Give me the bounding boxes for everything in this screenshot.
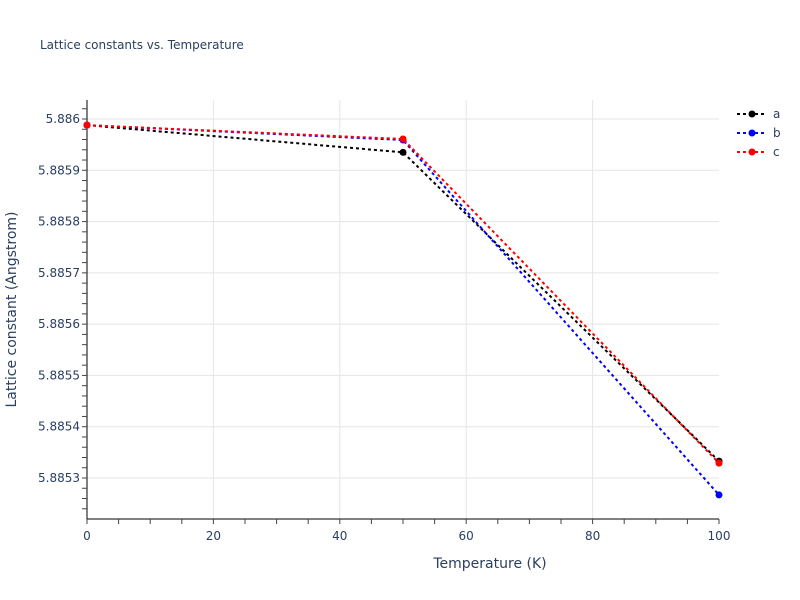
- y-tick-label: 5.8858: [38, 215, 80, 229]
- legend-item-a[interactable]: a: [737, 107, 780, 121]
- x-tick-label: 0: [83, 529, 91, 543]
- legend-marker-icon: [748, 110, 756, 118]
- data-point[interactable]: [83, 121, 91, 129]
- axes: [82, 100, 720, 524]
- legend-item-c[interactable]: c: [737, 145, 780, 159]
- x-tick-label: 80: [585, 529, 600, 543]
- y-tick-label: 5.8856: [38, 317, 80, 331]
- legend-item-b[interactable]: b: [737, 126, 781, 140]
- data-point[interactable]: [399, 135, 407, 143]
- x-tick-label: 60: [459, 529, 474, 543]
- x-tick-label: 20: [206, 529, 221, 543]
- y-axis-title: Lattice constant (Angstrom): [4, 211, 20, 407]
- data-point[interactable]: [715, 459, 723, 467]
- series-c: [83, 121, 723, 467]
- legend-label: b: [773, 126, 781, 140]
- legend-marker-icon: [748, 148, 756, 156]
- series-b: [83, 121, 723, 499]
- x-tick-label: 40: [332, 529, 347, 543]
- x-tick-label: 100: [708, 529, 731, 543]
- y-tick-label: 5.8855: [38, 368, 80, 382]
- data-point[interactable]: [715, 491, 723, 499]
- y-tick-label: 5.8854: [38, 420, 80, 434]
- legend-label: c: [773, 145, 780, 159]
- series: [83, 121, 723, 499]
- legend-marker-icon: [748, 129, 756, 137]
- chart-title: Lattice constants vs. Temperature: [40, 38, 244, 52]
- series-a: [83, 121, 723, 465]
- y-tick-label: 5.8857: [38, 266, 80, 280]
- y-tick-label: 5.8859: [38, 163, 80, 177]
- gridlines: [87, 100, 719, 519]
- y-tick-label: 5.8853: [38, 471, 80, 485]
- legend-label: a: [773, 107, 780, 121]
- tick-labels: 0 20 40 60 80 100 5.8853 5.8854 5.8855 5.8856 5.88…: [38, 112, 730, 543]
- y-tick-label: 5.886: [46, 112, 80, 126]
- data-point[interactable]: [399, 148, 407, 156]
- x-axis-title: Temperature (K): [432, 556, 546, 572]
- legend: abc: [737, 107, 781, 159]
